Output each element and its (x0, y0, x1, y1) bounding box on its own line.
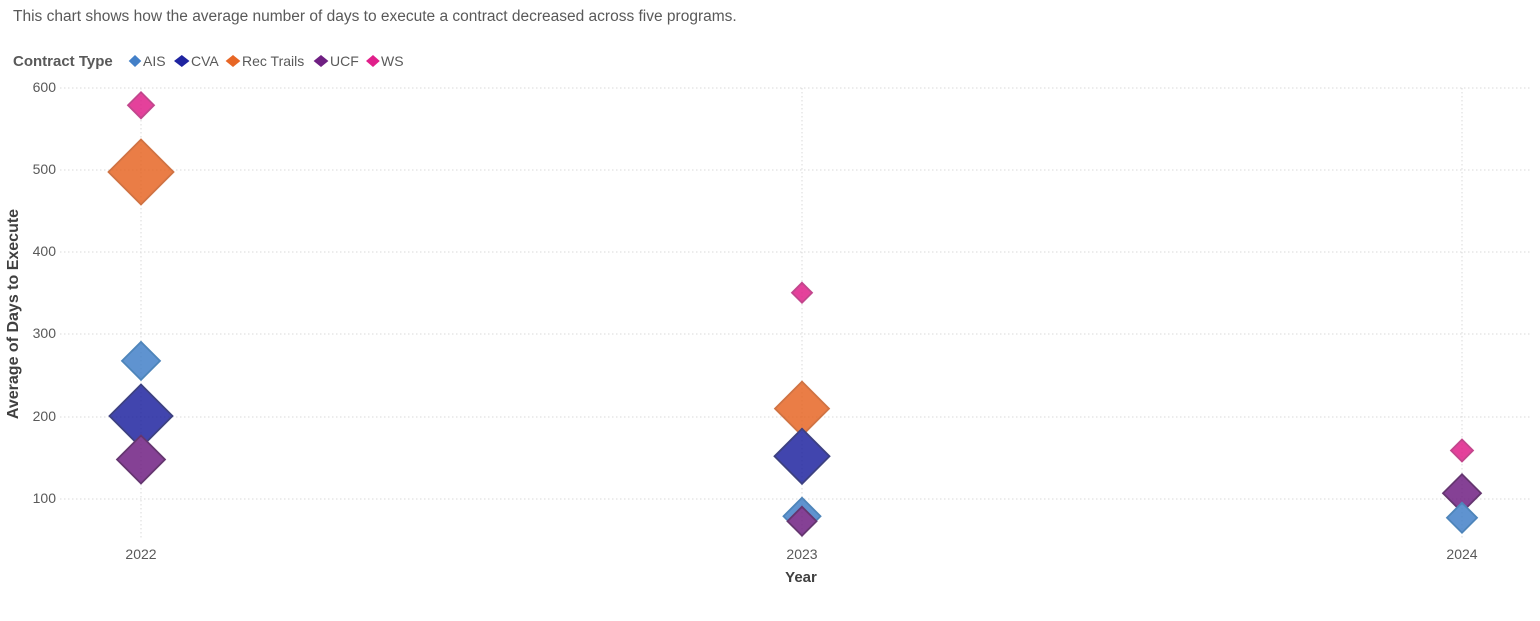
svg-text:Average of Days to Execute: Average of Days to Execute (5, 209, 22, 419)
svg-text:Contract Type: Contract Type (13, 53, 113, 70)
svg-text:400: 400 (33, 243, 57, 259)
svg-text:2022: 2022 (125, 546, 156, 562)
svg-text:Rec Trails: Rec Trails (242, 53, 304, 69)
svg-text:Year: Year (785, 569, 817, 586)
svg-text:600: 600 (33, 79, 57, 95)
svg-text:2023: 2023 (786, 546, 817, 562)
svg-text:100: 100 (33, 490, 57, 506)
svg-text:200: 200 (33, 408, 57, 424)
svg-text:2024: 2024 (1446, 546, 1477, 562)
svg-text:500: 500 (33, 161, 57, 177)
svg-text:WS: WS (381, 53, 404, 69)
svg-text:UCF: UCF (330, 53, 359, 69)
svg-text:300: 300 (33, 325, 57, 341)
svg-text:AIS: AIS (143, 53, 166, 69)
svg-text:CVA: CVA (191, 53, 219, 69)
